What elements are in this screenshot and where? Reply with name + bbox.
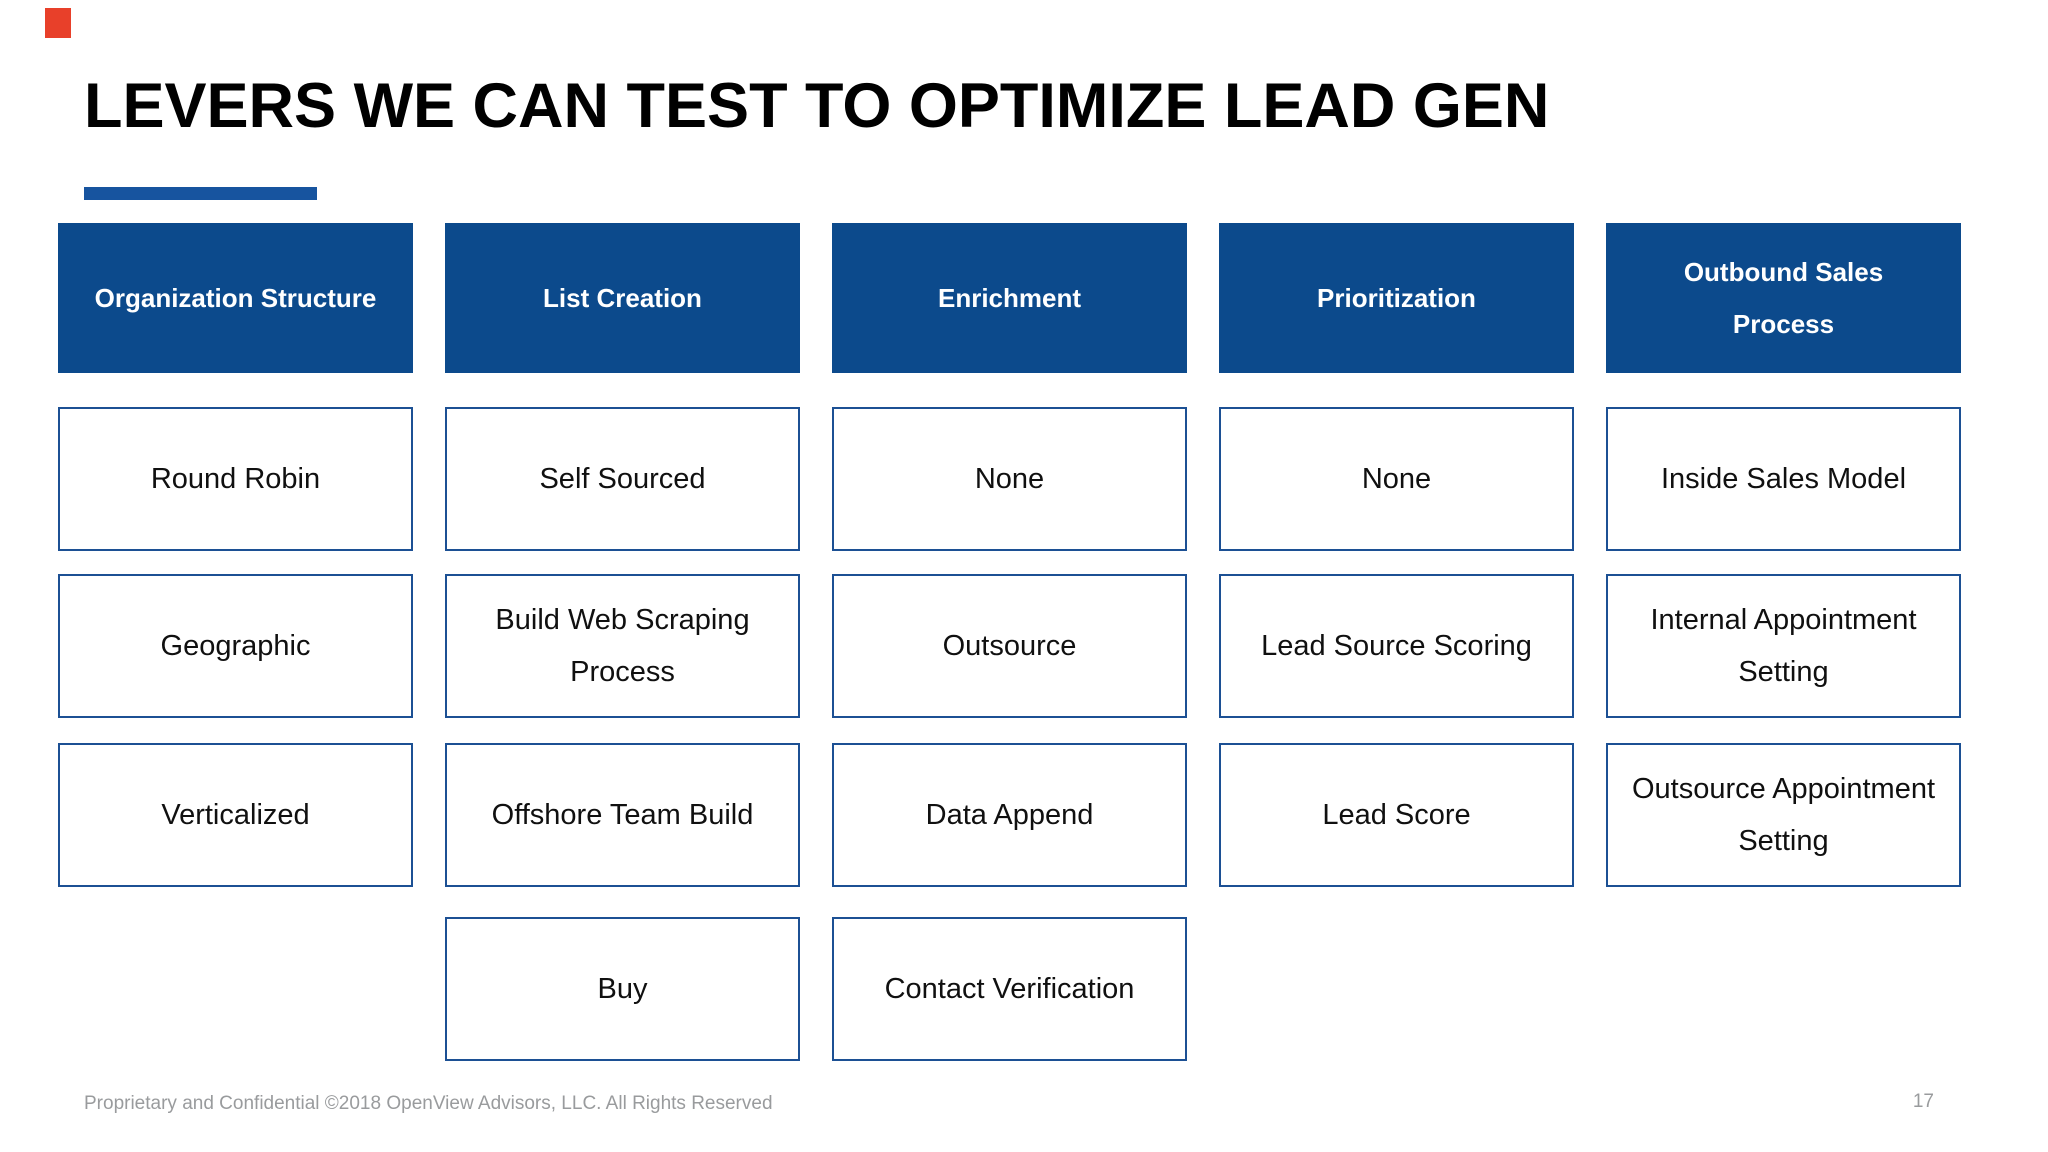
slide-title: LEVERS WE CAN TEST TO OPTIMIZE LEAD GEN: [84, 71, 1550, 141]
column-header-outbound-sales-process: Outbound Sales Process: [1606, 223, 1961, 373]
cell-outsource: Outsource: [832, 574, 1187, 718]
cell-inside-sales-model: Inside Sales Model: [1606, 407, 1961, 551]
page-number: 17: [1912, 1091, 1934, 1112]
cell-lead-source-scoring: Lead Source Scoring: [1219, 574, 1574, 718]
cell-verticalized: Verticalized: [58, 743, 413, 887]
column-outbound-sales-process: Outbound Sales Process Inside Sales Mode…: [1606, 223, 1961, 1068]
footer-copyright: Proprietary and Confidential ©2018 OpenV…: [84, 1093, 773, 1114]
cell-offshore-team-build: Offshore Team Build: [445, 743, 800, 887]
cell-geographic: Geographic: [58, 574, 413, 718]
cell-enrichment-none: None: [832, 407, 1187, 551]
column-list-creation: List Creation Self Sourced Build Web Scr…: [445, 223, 800, 1068]
cell-round-robin: Round Robin: [58, 407, 413, 551]
cell-data-append: Data Append: [832, 743, 1187, 887]
title-underline-bar: [84, 187, 317, 200]
cell-contact-verification: Contact Verification: [832, 917, 1187, 1061]
cell-internal-appointment-setting: Internal Appointment Setting: [1606, 574, 1961, 718]
column-header-enrichment: Enrichment: [832, 223, 1187, 373]
cell-buy: Buy: [445, 917, 800, 1061]
column-organization-structure: Organization Structure Round Robin Geogr…: [58, 223, 413, 1068]
column-enrichment: Enrichment None Outsource Data Append Co…: [832, 223, 1187, 1068]
cell-prioritization-none: None: [1219, 407, 1574, 551]
red-mark: [45, 8, 71, 38]
column-prioritization: Prioritization None Lead Source Scoring …: [1219, 223, 1574, 1068]
cell-self-sourced: Self Sourced: [445, 407, 800, 551]
cell-lead-score: Lead Score: [1219, 743, 1574, 887]
column-header-organization-structure: Organization Structure: [58, 223, 413, 373]
cell-outsource-appointment-setting: Outsource Appointment Setting: [1606, 743, 1961, 887]
cell-build-web-scraping-process: Build Web Scraping Process: [445, 574, 800, 718]
column-header-prioritization: Prioritization: [1219, 223, 1574, 373]
column-header-list-creation: List Creation: [445, 223, 800, 373]
